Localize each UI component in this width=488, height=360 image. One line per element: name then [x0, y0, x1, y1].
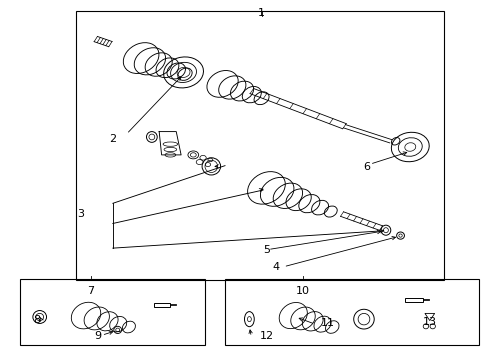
- Bar: [224, 279, 478, 345]
- Bar: [422, 299, 428, 301]
- Text: 1: 1: [258, 8, 264, 18]
- Text: 11: 11: [320, 319, 334, 328]
- Text: 6: 6: [362, 162, 369, 172]
- Text: 8: 8: [34, 315, 41, 325]
- Text: 9: 9: [95, 331, 102, 341]
- Text: 3: 3: [78, 209, 84, 219]
- Text: 5: 5: [263, 245, 269, 255]
- Text: 12: 12: [259, 331, 273, 341]
- Text: 2: 2: [109, 134, 116, 144]
- Bar: [76, 12, 444, 280]
- Bar: [169, 304, 175, 305]
- Bar: [405, 298, 422, 302]
- Text: 4: 4: [272, 262, 279, 272]
- Bar: [20, 279, 205, 345]
- Text: 7: 7: [87, 286, 94, 296]
- Bar: [154, 303, 169, 307]
- Text: 13: 13: [422, 317, 436, 327]
- Text: 10: 10: [295, 286, 309, 296]
